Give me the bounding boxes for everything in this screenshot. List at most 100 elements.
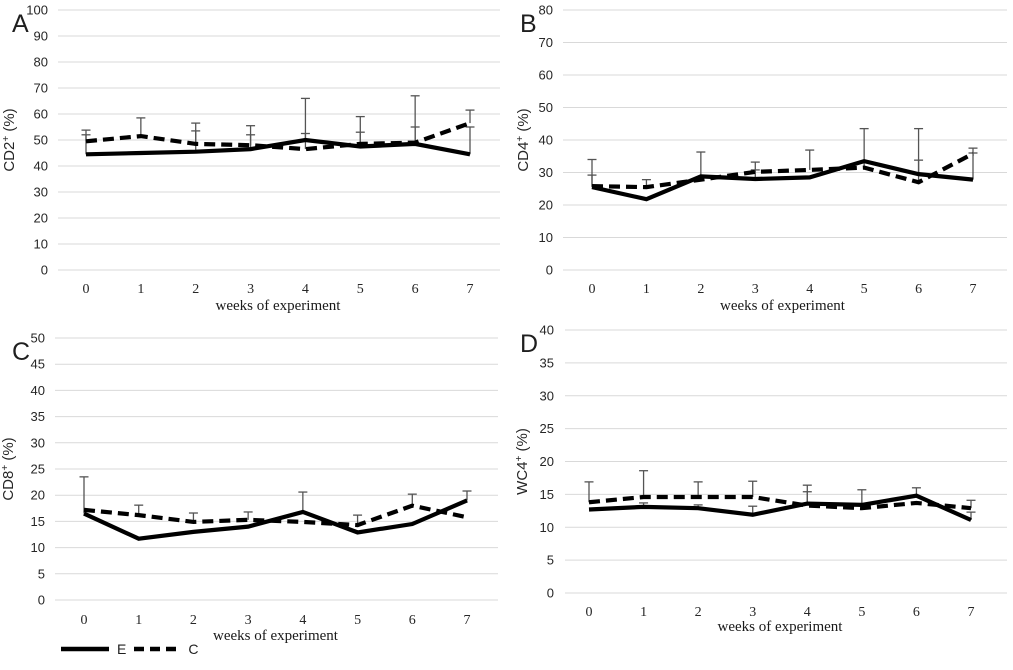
y-tick-label: 15 [31,514,45,529]
y-tick-label: 60 [539,68,553,83]
y-tick-label: 40 [34,159,48,174]
x-axis-title: weeks of experiment [720,298,846,314]
x-tick-label: 4 [804,605,811,620]
x-axis-tick-labels: 0 1 2 3 4 5 6 7 [83,282,474,297]
x-tick-label: 4 [299,613,306,628]
y-tick-label: 40 [539,133,553,148]
series-line-e [588,493,972,522]
y-tick-label: 25 [540,421,554,436]
y-tick-label: 20 [540,454,554,469]
panel-letter: B [520,10,537,38]
y-tick-label: 60 [34,107,48,122]
y-axis-tick-labels: 0 5 10 15 20 25 30 35 40 [540,323,554,601]
y-tick-label: 10 [31,540,45,555]
gridlines [55,337,498,601]
x-tick-label: 7 [467,282,474,297]
x-tick-label: 2 [697,282,704,297]
y-axis-title: CD2+ (%) [1,108,18,171]
y-axis-title: WC4+ (%) [514,428,531,495]
y-tick-label: 50 [539,100,553,115]
y-tick-label: 20 [539,198,553,213]
y-axis-tick-labels: 0 5 10 15 20 25 30 35 40 45 50 [31,331,45,608]
y-tick-label: 40 [31,383,45,398]
x-tick-label: 5 [354,613,361,628]
x-axis-tick-labels: 0 1 2 3 4 5 6 7 [81,613,471,628]
gridlines [565,329,1007,594]
y-axis-title: CD4+ (%) [515,108,532,171]
legend-line-solid-icon [61,646,109,652]
y-tick-label: 70 [539,35,553,50]
x-axis-title: weeks of experiment [213,628,339,644]
y-tick-label: 35 [31,409,45,424]
legend-label-e: E [117,641,127,657]
x-tick-label: 2 [190,613,197,628]
y-axis-title: CD8+ (%) [0,437,17,500]
x-tick-label: 4 [302,282,309,297]
series-line-e [591,158,974,202]
y-tick-label: 10 [540,520,554,535]
x-tick-label: 7 [970,282,977,297]
panel-d-chart: 0 5 10 15 20 25 30 35 40 0 1 2 3 4 5 6 7 weeks of experim… [514,323,1007,635]
x-tick-label: 1 [135,613,142,628]
x-tick-label: 3 [247,282,254,297]
x-axis-title: weeks of experiment [216,298,342,314]
x-tick-label: 1 [643,282,650,297]
x-tick-label: 5 [861,282,868,297]
x-tick-label: 0 [586,605,593,620]
y-tick-label: 100 [26,3,48,18]
panel-a-chart: 0 10 20 30 40 50 60 70 80 90 100 0 1 2 3 4 5 6 7 weeks of e… [1,3,500,314]
x-tick-label: 6 [913,605,920,620]
x-tick-label: 0 [589,282,596,297]
panel-letter: D [520,330,538,358]
x-axis-title: weeks of experiment [718,619,844,635]
y-tick-label: 25 [31,462,45,477]
y-tick-label: 20 [34,211,48,226]
series-line-c [83,503,468,528]
y-tick-label: 10 [34,237,48,252]
series-line-c [591,151,974,190]
y-tick-label: 5 [38,566,45,581]
x-tick-label: 7 [968,605,975,620]
legend: E C [60,641,198,657]
x-axis-tick-labels: 0 1 2 3 4 5 6 7 [586,605,975,620]
x-tick-label: 3 [752,282,759,297]
y-tick-label: 90 [34,29,48,44]
y-tick-label: 80 [34,55,48,70]
error-bars [81,95,475,155]
panel-letter: A [12,10,29,38]
y-tick-label: 0 [38,593,45,608]
x-tick-label: 6 [412,282,419,297]
y-tick-label: 30 [540,388,554,403]
x-tick-label: 3 [245,613,252,628]
y-tick-label: 50 [31,331,45,346]
y-tick-label: 45 [31,357,45,372]
y-tick-label: 15 [540,487,554,502]
x-tick-label: 2 [192,282,199,297]
y-tick-label: 20 [31,488,45,503]
x-tick-label: 6 [915,282,922,297]
y-tick-label: 0 [546,263,553,278]
x-tick-label: 1 [137,282,144,297]
gridlines [58,9,500,271]
y-tick-label: 0 [547,586,554,601]
y-tick-label: 35 [540,355,554,370]
legend-line-dashed-icon [134,646,181,652]
panel-b-chart: 0 10 20 30 40 50 60 70 80 0 1 2 3 4 5 6 7 weeks of experi… [515,3,1007,314]
x-tick-label: 0 [81,613,88,628]
x-tick-label: 3 [749,605,756,620]
y-tick-label: 5 [547,553,554,568]
y-tick-label: 70 [34,81,48,96]
x-tick-label: 5 [858,605,865,620]
x-axis-tick-labels: 0 1 2 3 4 5 6 7 [589,282,977,297]
y-tick-label: 0 [41,263,48,278]
x-tick-label: 0 [83,282,90,297]
x-tick-label: 4 [806,282,813,297]
y-tick-label: 30 [34,185,48,200]
y-tick-label: 10 [539,230,553,245]
series-line-e [85,137,471,157]
y-axis-tick-labels: 0 10 20 30 40 50 60 70 80 [539,3,553,278]
x-tick-label: 6 [409,613,416,628]
panel-letter: C [12,338,30,366]
y-tick-label: 30 [31,435,45,450]
